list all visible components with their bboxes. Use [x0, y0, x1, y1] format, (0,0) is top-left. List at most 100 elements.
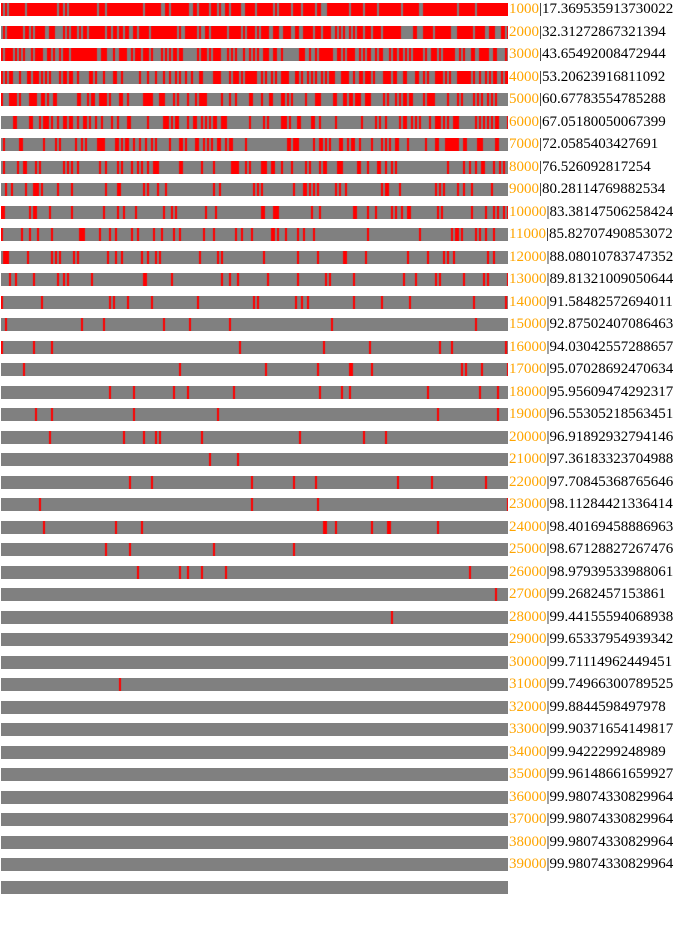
iteration-row: 7000|72.0585403427691 — [1, 137, 696, 152]
stripe-bar — [1, 610, 508, 624]
iteration-row: 4000|53.20623916811092 — [1, 68, 696, 85]
accuracy-value: 43.65492008472944 — [542, 46, 666, 62]
stripe-bar — [1, 160, 508, 174]
stripe-bar — [1, 858, 508, 871]
iteration-row: 17000|95.07028692470634 — [1, 361, 696, 377]
iteration-number: 28000 — [509, 608, 547, 625]
iteration-row: 29000|99.65337954939342 — [1, 632, 696, 647]
iteration-number: 15000 — [509, 316, 547, 332]
row-label: 11000|85.82707490853072 — [509, 226, 673, 242]
pipe-separator: | — [546, 316, 550, 332]
stripe-bar — [1, 723, 508, 736]
iteration-number: 8000 — [509, 158, 539, 175]
accuracy-value: 76.526092817254 — [542, 158, 651, 175]
iteration-number: 31000 — [509, 676, 547, 692]
accuracy-value: 97.36183323704988 — [549, 451, 674, 467]
pipe-separator: | — [539, 1, 543, 17]
accuracy-value: 98.97939533988061 — [549, 563, 674, 580]
iteration-number: 36000 — [509, 788, 547, 805]
accuracy-value: 32.31272867321394 — [542, 23, 666, 40]
accuracy-value: 99.98074330829964 — [549, 833, 674, 850]
iteration-number: 11000 — [509, 226, 546, 242]
accuracy-value: 89.81321009050644 — [549, 271, 674, 287]
iteration-number: 32000 — [509, 698, 547, 715]
pipe-separator: | — [539, 181, 543, 197]
pipe-separator: | — [546, 428, 550, 445]
stripe-bar — [1, 430, 508, 444]
row-label: 38000|99.98074330829964 — [509, 833, 674, 850]
stripe-bar — [1, 408, 508, 421]
row-label: 17000|95.07028692470634 — [509, 361, 674, 377]
pipe-separator: | — [546, 743, 550, 760]
pipe-separator: | — [539, 91, 543, 107]
pipe-separator: | — [546, 563, 550, 580]
iteration-number: 2000 — [509, 23, 539, 40]
pipe-separator: | — [546, 721, 550, 737]
accuracy-value: 85.82707490853072 — [548, 226, 673, 242]
stripe-bar — [1, 93, 508, 106]
accuracy-value: 98.40169458886963 — [549, 518, 674, 535]
row-label: 26000|98.97939533988061 — [509, 563, 674, 580]
iteration-row: 10000|83.38147506258424 — [1, 203, 696, 220]
iteration-number: 14000 — [509, 293, 547, 310]
iteration-number: 12000 — [509, 248, 547, 265]
row-label: 37000|99.98074330829964 — [509, 811, 673, 827]
iteration-row: 16000|94.03042557288657 — [1, 339, 696, 354]
iteration-progress-list: 1000|17.369535913730022 2000|32.31272867… — [1, 1, 696, 894]
stripe-bar — [1, 363, 508, 376]
row-label: 31000|99.74966300789525 — [509, 676, 674, 692]
accuracy-value: 99.74966300789525 — [549, 676, 674, 692]
row-label: 24000|98.40169458886963 — [509, 518, 674, 535]
pipe-separator: | — [539, 68, 543, 85]
iteration-number: 24000 — [509, 518, 547, 535]
iteration-row: 11000|85.82707490853072 — [1, 226, 696, 242]
row-label: 34000|99.9422299248989 — [509, 743, 666, 760]
accuracy-value: 67.05180050067399 — [542, 113, 666, 130]
accuracy-value: 53.20623916811092 — [542, 68, 666, 85]
pipe-separator: | — [539, 158, 543, 175]
stripe-bar — [1, 205, 508, 219]
stripe-bar — [1, 340, 508, 354]
accuracy-value: 97.70845368765646 — [549, 473, 674, 490]
pipe-separator: | — [546, 248, 550, 265]
accuracy-value: 99.98074330829964 — [549, 856, 674, 872]
row-label: 8000|76.526092817254 — [509, 158, 651, 175]
iteration-row: 13000|89.81321009050644 — [1, 271, 696, 287]
stripe-bar — [1, 520, 508, 534]
stripe-bar — [1, 385, 508, 399]
stripe-bar — [1, 835, 508, 849]
accuracy-value: 17.369535913730022 — [542, 1, 674, 17]
iteration-row: 1000|17.369535913730022 — [1, 1, 696, 17]
stripe-bar — [1, 250, 508, 264]
iteration-row: 15000|92.87502407086463 — [1, 316, 696, 332]
stripe-bar — [1, 475, 508, 489]
iteration-row: 6000|67.05180050067399 — [1, 113, 696, 130]
pipe-separator: | — [546, 608, 550, 625]
row-label: 22000|97.70845368765646 — [509, 473, 674, 490]
iteration-row: 25000|98.67128827267476 — [1, 542, 696, 557]
stripe-bar — [1, 565, 508, 579]
pipe-separator: | — [546, 811, 550, 827]
stripe-bar — [1, 115, 508, 129]
row-label: 19000|96.55305218563451 — [509, 407, 673, 422]
accuracy-value: 95.07028692470634 — [549, 361, 674, 377]
iteration-row — [1, 880, 696, 894]
row-label: 28000|99.44155594068938 — [509, 608, 673, 625]
iteration-number: 23000 — [509, 496, 547, 512]
iteration-row: 34000|99.9422299248989 — [1, 743, 696, 760]
row-label: 23000|98.11284421336414 — [509, 496, 673, 512]
row-label: 29000|99.65337954939342 — [509, 632, 673, 647]
accuracy-value: 96.91892932794146 — [549, 428, 674, 445]
iteration-row: 36000|99.98074330829964 — [1, 788, 696, 805]
row-label: 25000|98.67128827267476 — [509, 542, 673, 557]
pipe-separator: | — [546, 473, 550, 490]
iteration-row: 12000|88.08010783747352 — [1, 248, 696, 265]
accuracy-value: 99.9422299248989 — [549, 743, 666, 760]
accuracy-value: 83.38147506258424 — [549, 203, 674, 220]
iteration-number: 6000 — [509, 113, 539, 130]
accuracy-value: 99.90371654149817 — [549, 721, 674, 737]
row-label: 30000|99.71114962449451 — [509, 654, 672, 669]
stripe-bar — [1, 633, 508, 646]
stripe-bar — [1, 138, 508, 151]
pipe-separator: | — [546, 833, 550, 850]
